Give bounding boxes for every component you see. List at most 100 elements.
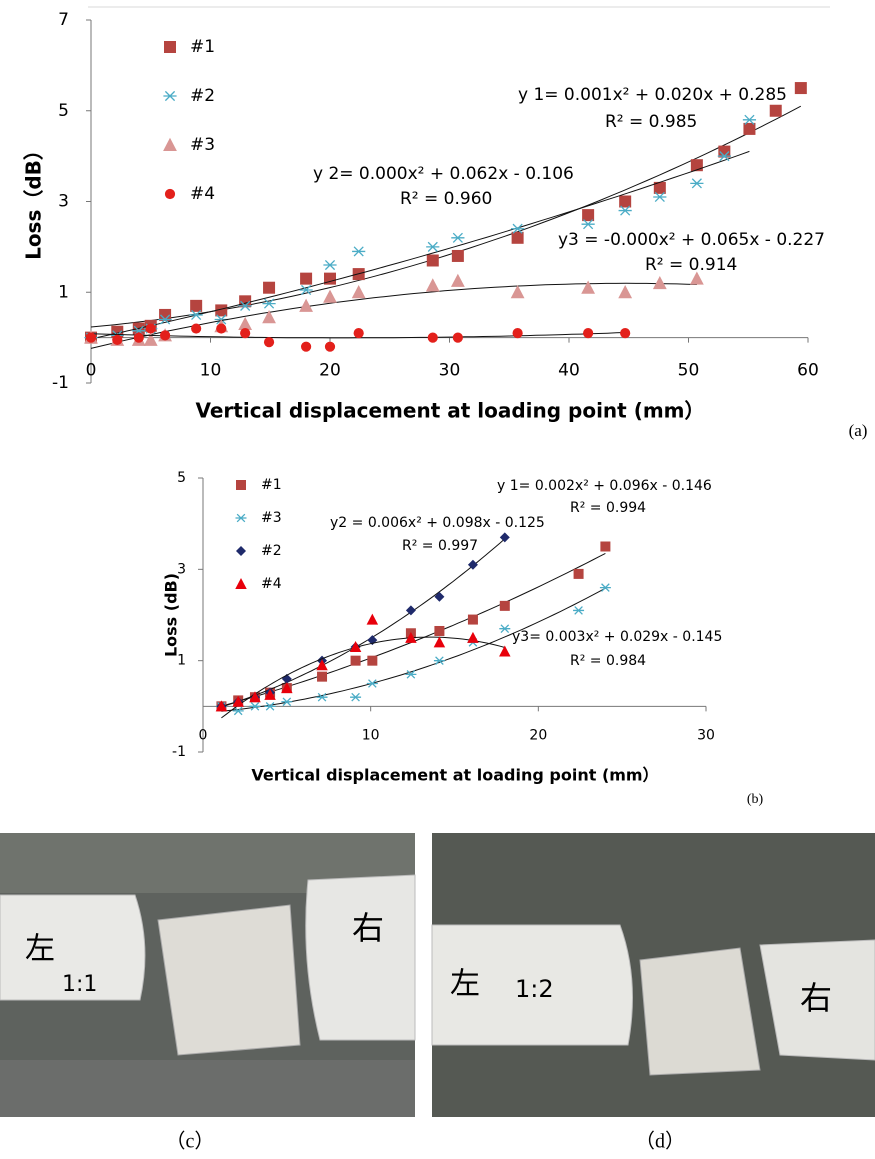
marker <box>467 631 479 643</box>
chart-a: -1 1 3 5 7 0 10 20 30 40 50 60 #1 #2 #3 #4 y 1= 0.001x² … <box>22 10 868 440</box>
y-tick-label: 5 <box>177 470 186 486</box>
marker <box>351 285 366 299</box>
marker <box>600 541 611 552</box>
marker <box>499 645 511 657</box>
caption: （c） <box>166 1130 215 1153</box>
marker <box>452 332 463 343</box>
trend-line <box>221 538 506 708</box>
marker <box>236 546 246 556</box>
marker <box>263 281 276 294</box>
photo-mark: 右 <box>800 979 832 1017</box>
marker <box>511 231 524 244</box>
annotation: R² = 0.984 <box>570 653 646 669</box>
marker <box>262 298 276 309</box>
annotation: y2 = 0.006x² + 0.098x - 0.125 <box>330 515 545 531</box>
panel-label: (a) <box>849 421 868 440</box>
marker <box>324 341 336 352</box>
marker <box>581 280 596 294</box>
marker <box>299 298 313 312</box>
marker <box>281 697 293 707</box>
annotation: y3= 0.003x² + 0.029x - 0.145 <box>512 629 722 645</box>
marker <box>317 671 328 682</box>
marker <box>690 178 704 189</box>
y-axis-title: Loss（dB） <box>22 140 46 260</box>
legend-label: #2 <box>261 543 282 559</box>
photo-c: 左 1:1 右 <box>0 833 416 1117</box>
pipe-fragment <box>639 947 761 1076</box>
legend-label: #1 <box>261 477 282 493</box>
marker <box>353 327 364 339</box>
x-axis-title: Vertical displacement at loading point (… <box>195 399 704 423</box>
legend-label: #4 <box>261 576 282 592</box>
marker <box>264 688 276 700</box>
y-tick-label: 5 <box>58 101 69 121</box>
pipe <box>759 939 875 1061</box>
caption: （d） <box>635 1130 685 1153</box>
marker <box>238 300 252 311</box>
marker <box>235 578 247 589</box>
marker <box>433 636 446 648</box>
marker <box>316 659 328 671</box>
x-axis-title: Vertical displacement at loading point (… <box>251 766 658 785</box>
y-tick-label: -1 <box>172 744 186 760</box>
photo-bg <box>0 1060 415 1117</box>
marker <box>451 232 465 243</box>
marker <box>349 640 362 652</box>
marker <box>743 122 756 135</box>
x-tick-label: 20 <box>529 727 547 743</box>
marker <box>689 271 704 285</box>
photo-mark: 右 <box>352 909 384 947</box>
marker <box>143 332 158 346</box>
marker <box>599 583 611 592</box>
x-tick-label: 0 <box>199 727 208 743</box>
legend-label: #3 <box>190 135 215 155</box>
marker <box>301 341 312 352</box>
marker <box>467 614 478 625</box>
pipe <box>0 894 146 1001</box>
annotation: R² = 0.914 <box>645 255 737 275</box>
annotation: y 1= 0.002x² + 0.096x - 0.146 <box>497 478 712 494</box>
trend-line <box>221 636 505 719</box>
marker <box>159 330 171 341</box>
marker <box>653 181 666 194</box>
marker <box>434 625 445 636</box>
x-tick-label: 20 <box>319 361 341 381</box>
x-tick-label: 40 <box>558 361 580 381</box>
marker <box>652 275 667 290</box>
y-tick-label: 3 <box>58 192 69 212</box>
marker <box>618 285 633 299</box>
legend-label: #1 <box>190 37 215 57</box>
y-tick-label: -1 <box>52 373 69 393</box>
marker <box>467 559 478 570</box>
marker <box>235 513 247 523</box>
x-tick-label: 30 <box>439 361 461 381</box>
annotation: y3 = -0.000x² + 0.065x - 0.227 <box>558 230 825 250</box>
marker <box>158 314 172 325</box>
marker <box>133 332 144 343</box>
annotation: R² = 0.994 <box>570 500 646 516</box>
marker <box>426 241 440 252</box>
marker <box>451 249 464 262</box>
marker <box>499 624 511 634</box>
marker <box>583 327 594 339</box>
marker <box>112 334 123 345</box>
x-tick-label: 50 <box>678 361 700 381</box>
marker <box>262 310 276 324</box>
annotation: y 2= 0.000x² + 0.062x - 0.106 <box>313 164 574 184</box>
x-tick-label: 10 <box>362 727 380 743</box>
marker <box>426 254 439 267</box>
marker <box>264 702 276 711</box>
trend-line <box>90 150 750 340</box>
annotation: R² = 0.985 <box>605 112 697 132</box>
marker <box>352 246 366 257</box>
marker <box>190 299 203 312</box>
marker <box>405 605 416 616</box>
photo-mark: 左 <box>450 967 480 1002</box>
marker <box>367 655 378 666</box>
marker <box>189 309 203 321</box>
marker <box>427 332 438 343</box>
marker <box>191 323 202 334</box>
x-tick-label: 0 <box>86 361 97 381</box>
marker <box>300 272 313 285</box>
